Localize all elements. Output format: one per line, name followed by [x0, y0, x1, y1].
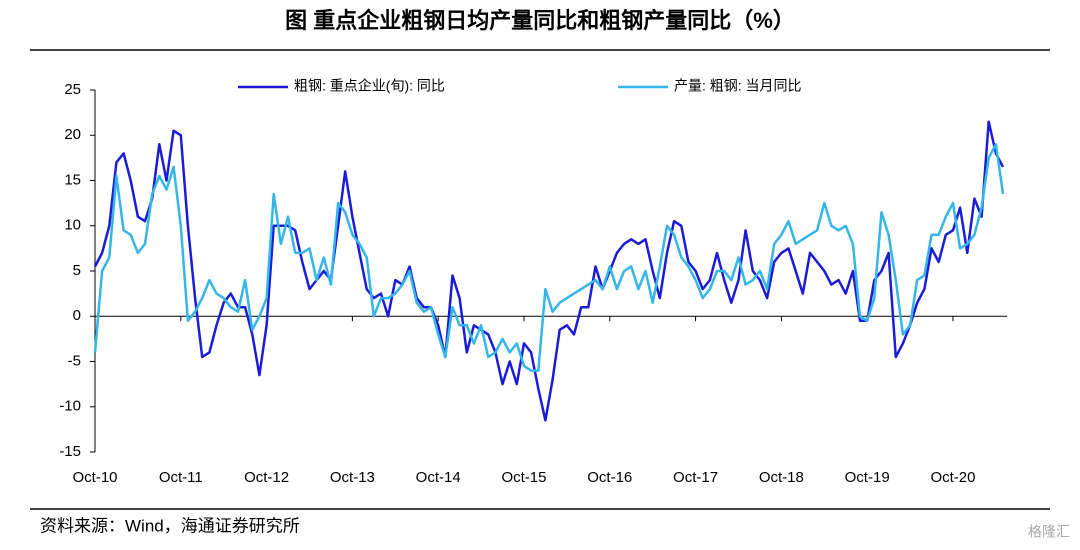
- y-tick-label: -15: [59, 443, 81, 460]
- y-tick-label: 20: [64, 126, 81, 143]
- series-line: [93, 143, 1005, 372]
- y-tick-label: 25: [64, 81, 81, 98]
- x-tick-label: Oct-13: [330, 469, 375, 486]
- legend-label: 粗钢: 重点企业(旬): 同比: [294, 78, 445, 94]
- x-tick-label: Oct-11: [159, 469, 203, 486]
- watermark: 格隆汇: [1028, 524, 1070, 540]
- y-tick-label: 0: [73, 307, 81, 324]
- legend-label: 产量: 粗钢: 当月同比: [674, 78, 802, 94]
- source: 资料来源：Wind，海通证券研究所: [40, 516, 300, 535]
- x-tick-label: Oct-12: [244, 469, 289, 486]
- x-tick-label: Oct-15: [501, 469, 546, 486]
- y-tick-label: -10: [59, 398, 81, 415]
- y-tick-label: 10: [64, 217, 81, 234]
- x-tick-label: Oct-10: [72, 469, 117, 486]
- x-tick-label: Oct-17: [673, 469, 718, 486]
- y-tick-label: 5: [73, 262, 81, 279]
- x-tick-label: Oct-20: [930, 469, 975, 486]
- y-tick-label: 15: [64, 171, 81, 188]
- x-tick-label: Oct-16: [587, 469, 632, 486]
- x-tick-label: Oct-19: [845, 469, 890, 486]
- chart-title: 图 重点企业粗钢日均产量同比和粗钢产量同比（%）: [285, 8, 795, 33]
- series-line: [93, 120, 1005, 422]
- y-tick-label: -5: [68, 352, 81, 369]
- x-tick-label: Oct-18: [759, 469, 804, 486]
- x-tick-label: Oct-14: [416, 469, 461, 486]
